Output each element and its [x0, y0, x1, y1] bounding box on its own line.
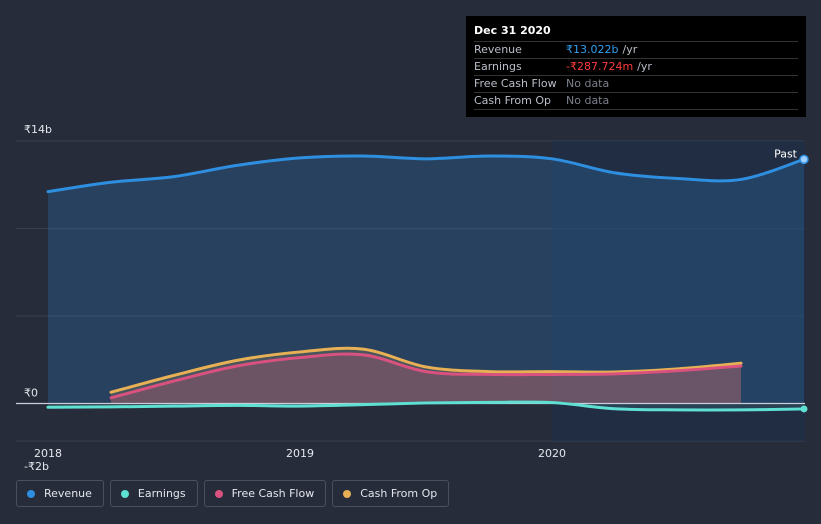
legend-label: Earnings	[137, 487, 186, 500]
past-label: Past	[774, 147, 798, 160]
y-axis-labels: ₹14b ₹0 -₹2b	[24, 123, 52, 473]
x-axis-labels: 2018 2019 2020	[34, 447, 566, 460]
tooltip-label: Free Cash Flow	[474, 77, 557, 90]
series-lines	[16, 154, 806, 412]
legend: Revenue Earnings Free Cash Flow Cash Fro…	[16, 480, 450, 507]
x-tick-label: 2020	[538, 447, 566, 460]
tooltip-date: Dec 31 2020	[474, 24, 551, 37]
tooltip-label: Cash From Op	[474, 94, 552, 107]
line-free-cash-flow[interactable]	[109, 352, 743, 400]
tooltip-value: -₹287.724m	[566, 60, 634, 73]
tooltip-value: ₹13.022b	[566, 43, 619, 56]
line-cash-from-op[interactable]	[109, 346, 743, 394]
legend-label: Revenue	[44, 487, 92, 500]
y-tick-label: ₹0	[24, 387, 38, 400]
legend-dot-icon	[343, 489, 352, 498]
tooltip: Dec 31 2020 Revenue ₹13.022b /yr Earning…	[466, 16, 806, 117]
legend-item-revenue[interactable]: Revenue	[16, 480, 104, 507]
legend-label: Cash From Op	[360, 487, 438, 500]
tooltip-row-revenue: Revenue ₹13.022b /yr	[474, 41, 798, 58]
legend-item-earnings[interactable]: Earnings	[109, 480, 198, 507]
tooltip-value: No data	[566, 77, 610, 90]
legend-dot-icon	[214, 489, 223, 498]
tooltip-label: Earnings	[474, 60, 522, 73]
legend-dot-icon	[120, 489, 129, 498]
earnings-value-marker[interactable]	[800, 405, 808, 413]
current-value-marker[interactable]	[799, 154, 809, 165]
legend-dot-icon	[27, 489, 35, 498]
y-tick-label: -₹2b	[24, 460, 49, 473]
x-tick-label: 2018	[34, 447, 62, 460]
tooltip-unit: /yr	[622, 43, 638, 56]
y-tick-label: ₹14b	[24, 123, 52, 136]
tooltip-value: No data	[566, 94, 610, 107]
tooltip-unit: /yr	[637, 60, 652, 73]
area-free-cash-flow	[111, 353, 741, 404]
legend-item-free-cash-flow[interactable]: Free Cash Flow	[203, 480, 327, 507]
legend-item-cash-from-op[interactable]: Cash From Op	[332, 480, 450, 507]
tooltip-row-cash-from-op: Cash From Op No data	[474, 92, 798, 110]
legend-label: Free Cash Flow	[231, 487, 315, 500]
tooltip-row-free-cash-flow: Free Cash Flow No data	[474, 75, 798, 92]
tooltip-row-earnings: Earnings -₹287.724m /yr	[474, 58, 798, 75]
past-region	[552, 141, 805, 441]
area-revenue	[48, 155, 804, 404]
tooltip-label: Revenue	[474, 43, 522, 56]
line-earnings[interactable]	[46, 400, 806, 412]
line-revenue[interactable]	[46, 154, 806, 194]
x-tick-label: 2019	[286, 447, 314, 460]
